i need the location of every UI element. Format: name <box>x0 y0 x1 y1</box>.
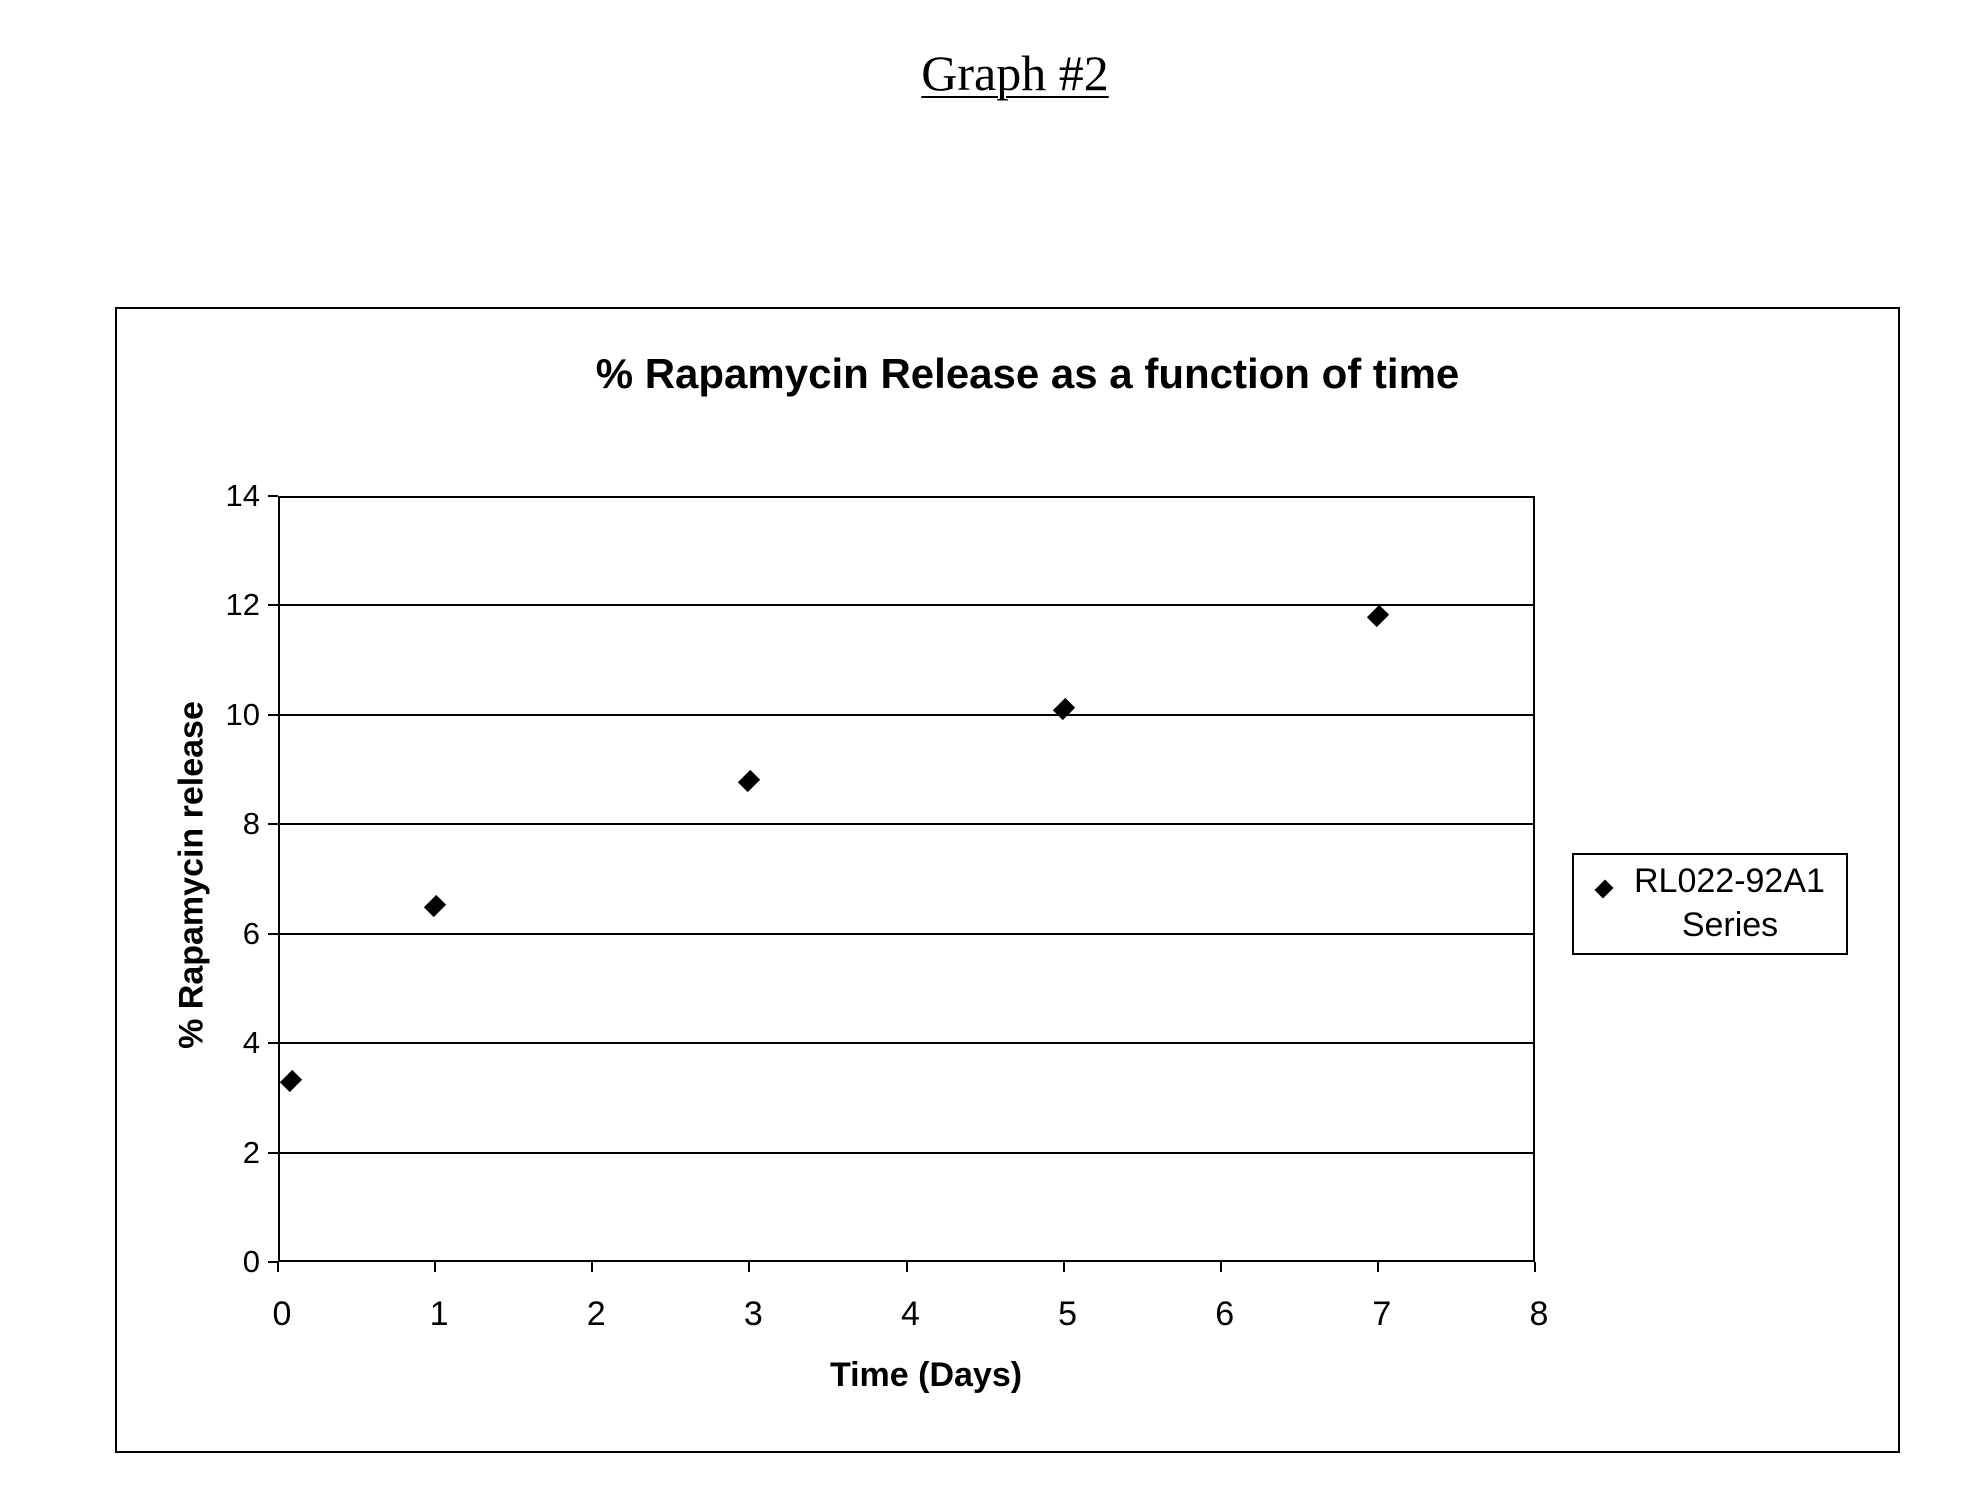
y-tick-mark <box>268 714 278 716</box>
x-tick-label: 2 <box>566 1295 626 1333</box>
y-tick-mark <box>268 1152 278 1154</box>
y-axis-label: % Rapamycin release <box>173 701 212 1049</box>
x-tick-label: 7 <box>1352 1295 1412 1333</box>
x-tick-label: 4 <box>881 1295 941 1333</box>
x-tick-label: 3 <box>723 1295 783 1333</box>
page-title: Graph #2 <box>0 44 1987 102</box>
x-tick-mark <box>1220 1262 1222 1272</box>
x-axis-label: Time (Days) <box>815 1356 1037 1395</box>
x-tick-mark <box>277 1262 279 1272</box>
x-tick-label: 6 <box>1195 1295 1255 1333</box>
x-tick-mark <box>748 1262 750 1272</box>
x-tick-mark <box>1534 1262 1536 1272</box>
gridline <box>280 1152 1533 1154</box>
diamond-icon <box>1594 879 1613 898</box>
legend: RL022-92A1 Series <box>1572 853 1848 955</box>
gridline <box>280 604 1533 606</box>
x-tick-label: 0 <box>252 1295 312 1333</box>
gridline <box>280 823 1533 825</box>
y-tick-mark <box>268 604 278 606</box>
x-tick-label: 1 <box>409 1295 469 1333</box>
y-tick-label: 12 <box>200 588 260 622</box>
legend-label-series: Series <box>1574 903 1846 947</box>
gridline <box>280 933 1533 935</box>
y-tick-label: 0 <box>200 1245 260 1279</box>
x-tick-mark <box>1063 1262 1065 1272</box>
chart-title: % Rapamycin Release as a function of tim… <box>540 350 1515 398</box>
y-tick-label: 14 <box>200 479 260 513</box>
y-tick-mark <box>268 933 278 935</box>
y-tick-mark <box>268 1042 278 1044</box>
plot-area <box>278 496 1535 1262</box>
y-tick-mark <box>268 823 278 825</box>
x-tick-mark <box>591 1262 593 1272</box>
gridline <box>280 714 1533 716</box>
y-tick-mark <box>268 495 278 497</box>
x-tick-label: 8 <box>1509 1295 1569 1333</box>
legend-label: RL022-92A1 <box>1634 859 1825 903</box>
x-tick-mark <box>1377 1262 1379 1272</box>
x-tick-label: 5 <box>1038 1295 1098 1333</box>
x-tick-mark <box>906 1262 908 1272</box>
gridline <box>280 1042 1533 1044</box>
x-tick-mark <box>434 1262 436 1272</box>
y-tick-label: 2 <box>200 1136 260 1170</box>
